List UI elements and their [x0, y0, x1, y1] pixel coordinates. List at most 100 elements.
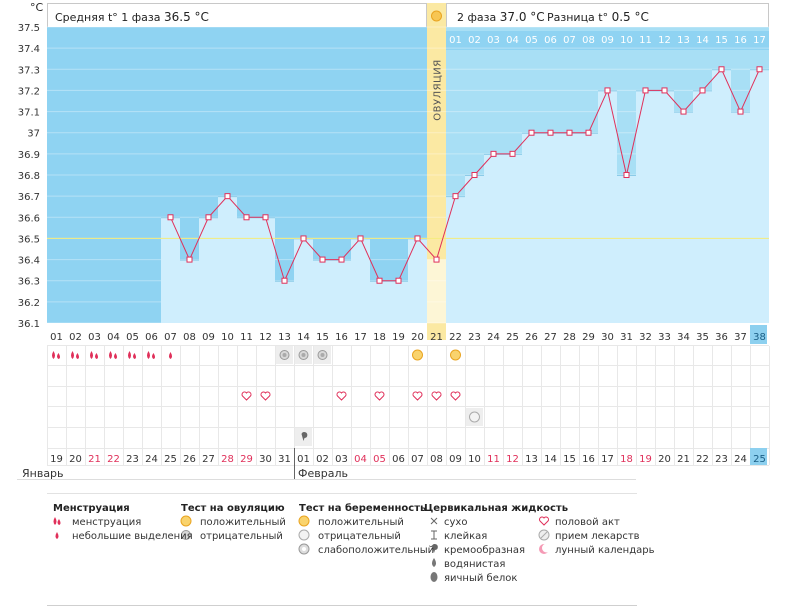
temp-bar [731, 111, 750, 323]
date-label: 06 [392, 454, 405, 465]
legend-menstruation: менструация [72, 517, 142, 528]
cycle-day-label: 04 [107, 332, 120, 343]
y-tick-label: 37 [27, 129, 40, 140]
menstruation-drop-icon [52, 351, 55, 359]
legend-cervical-dry: сухо [444, 517, 468, 528]
temp-bar [218, 196, 237, 323]
temp-point [756, 66, 763, 73]
cycle-day-label: 36 [715, 332, 728, 343]
legend-cervical-watery: водянистая [444, 559, 506, 570]
legend-menstruation-icon [53, 517, 61, 525]
temp-point [642, 87, 649, 94]
cycle-day-label: 16 [335, 332, 348, 343]
temp-point [243, 214, 250, 221]
temp-bar [237, 217, 256, 323]
temp-point [205, 214, 212, 221]
cycle-day-label: 14 [297, 332, 310, 343]
legend-negative-icon [181, 530, 191, 540]
date-label: 05 [373, 454, 386, 465]
legend-pregtest-weak: слабоположительный [318, 545, 435, 556]
heart-icon [241, 391, 252, 401]
cycle-day-label: 28 [563, 332, 576, 343]
temp-point [509, 150, 516, 157]
date-label: 31 [278, 454, 291, 465]
menstruation-drop-icon [71, 351, 74, 359]
date-label: 24 [734, 454, 747, 465]
cervical-creamy-icon [301, 432, 308, 441]
ovtest-negative-icon-dot [282, 353, 287, 357]
date-label: 13 [525, 454, 538, 465]
menstruation-drop-icon [152, 353, 155, 359]
y-unit: °C [30, 1, 44, 14]
legend-egg-white-icon [430, 572, 438, 582]
date-label: 21 [677, 454, 690, 465]
temp-bar [180, 259, 199, 323]
date-label: 15 [563, 454, 576, 465]
temp-bar [256, 217, 275, 323]
temp-point [661, 87, 668, 94]
temp-point [452, 193, 459, 200]
cycle-day-label: 26 [525, 332, 538, 343]
y-tick-label: 36.9 [18, 150, 40, 161]
temp-bar [693, 90, 712, 323]
phase1-header-box [47, 3, 427, 28]
ovtest-positive-icon [412, 349, 423, 361]
cycle-day-label: 12 [259, 332, 272, 343]
date-label: 12 [506, 454, 519, 465]
temp-point [490, 150, 497, 157]
date-label: 19 [50, 454, 63, 465]
legend-spotting-icon [55, 532, 59, 539]
date-label: 22 [696, 454, 709, 465]
y-tick-label: 36.7 [18, 192, 40, 203]
current-date-highlight [750, 448, 767, 465]
cycle-day-label: 19 [392, 332, 405, 343]
cycle-day-label: 08 [183, 332, 196, 343]
temp-bar [161, 217, 180, 323]
menstruation-drop-icon [90, 351, 93, 359]
cycle-day-label: 05 [126, 332, 139, 343]
date-label: 11 [487, 454, 500, 465]
phase2-day-label: 10 [620, 35, 633, 46]
temp-point [604, 87, 611, 94]
date-label: 23 [126, 454, 139, 465]
date-label: 20 [69, 454, 82, 465]
cycle-day-label: 20 [411, 332, 424, 343]
cycle-day-label: 10 [221, 332, 234, 343]
cycle-day-label: 15 [316, 332, 329, 343]
date-label: 14 [544, 454, 557, 465]
temp-bar [522, 132, 541, 323]
cycle-day-label: 01 [50, 332, 63, 343]
temp-point [319, 256, 326, 263]
temp-point [680, 108, 687, 115]
date-label: 29 [240, 454, 253, 465]
y-tick-label: 36.8 [18, 171, 40, 182]
menstruation-drop-icon [109, 351, 112, 359]
date-label: 02 [316, 454, 329, 465]
spotting-drop-icon [169, 352, 172, 359]
cycle-day-label: 03 [88, 332, 101, 343]
temp-bar [560, 132, 579, 323]
cycle-day-label: 35 [696, 332, 709, 343]
phase2-day-label: 15 [715, 35, 728, 46]
date-label: 07 [411, 454, 424, 465]
cycle-day-label: 07 [164, 332, 177, 343]
cycle-day-label: 38 [753, 332, 766, 343]
temp-bar [598, 90, 617, 323]
temp-point [300, 235, 307, 242]
temp-point [623, 172, 630, 178]
menstruation-drop-icon [128, 351, 131, 359]
cycle-day-label: 31 [620, 332, 633, 343]
temp-bar [351, 238, 370, 323]
heart-icon [260, 391, 271, 401]
pregtest-negative-icon [469, 411, 480, 423]
phase2-days-band [446, 31, 769, 50]
temp-bar [465, 175, 484, 323]
y-tick-label: 36.2 [18, 298, 40, 309]
temp-bar [655, 90, 674, 323]
month-label: Январь [22, 467, 64, 480]
legend-dry-icon [430, 517, 438, 525]
y-tick-label: 37.5 [18, 23, 40, 34]
cycle-day-label: 21 [430, 332, 443, 343]
date-label: 28 [221, 454, 234, 465]
menstruation-drop-icon [114, 353, 117, 359]
